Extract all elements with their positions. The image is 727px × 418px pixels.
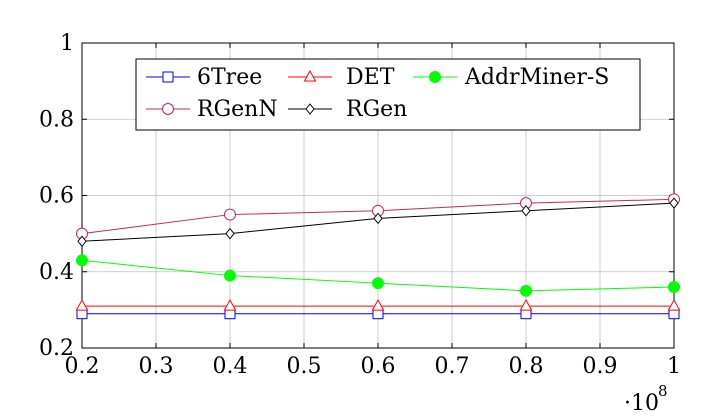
x-tick-label: 0.2: [65, 354, 100, 379]
data-point-rgen: [373, 212, 383, 225]
x-tick-label: 0.5: [287, 354, 322, 379]
data-point-det: [75, 299, 89, 311]
data-point-rgen: [669, 197, 679, 209]
x-tick-label: 0.9: [583, 354, 618, 379]
legend-item-det: DET: [288, 65, 395, 90]
data-point-rgen: [77, 235, 87, 248]
x-tick-label: 0.3: [139, 354, 174, 379]
legend-item-addrminer-s: AddrMiner-S: [413, 65, 609, 90]
x-tick-label: 0.7: [435, 354, 470, 379]
y-tick-label: 0.2: [39, 336, 74, 361]
data-point-addrminer-s: [76, 254, 88, 267]
x-axis-multiplier: ·10 8: [624, 382, 668, 416]
legend: 6Tree DET AddrMiner-S RGenN RGen: [135, 58, 641, 131]
data-point-addrminer-s: [372, 277, 384, 290]
data-point-det: [371, 299, 385, 311]
legend-marker: [162, 71, 174, 83]
data-point-rgen: [521, 204, 531, 217]
legend-marker: [305, 103, 315, 115]
data-point-rgen: [225, 227, 235, 240]
legend-item-rgenn: RGenN: [146, 97, 278, 122]
y-tick-label: 0.4: [39, 260, 74, 285]
data-point-addrminer-s: [668, 281, 680, 293]
data-point-rgenn: [224, 208, 236, 221]
legend-label: 6Tree: [197, 65, 262, 90]
axes: 0.2 0.3 0.4 0.5 0.6 0.7 0.8 0.9 1 0.2 0.4 0.6 0.8 1: [39, 31, 681, 379]
y-tick-label: 0.8: [39, 107, 74, 132]
y-tick-label: 1: [60, 31, 74, 56]
legend-item-6tree: 6Tree: [146, 65, 262, 90]
data-point-addrminer-s: [224, 269, 236, 282]
x-multiplier-exponent: 8: [658, 382, 668, 400]
legend-label: DET: [346, 65, 395, 90]
x-multiplier-label: ·10: [624, 391, 659, 416]
x-tick-label: 0.6: [361, 354, 396, 379]
data-point-addrminer-s: [520, 284, 532, 297]
series-layer: [75, 193, 681, 320]
x-tick-label: 1: [667, 354, 681, 379]
legend-label: RGenN: [197, 97, 278, 122]
series-det: [75, 299, 681, 311]
x-tick-label: 0.4: [213, 354, 248, 379]
legend-item-rgen: RGen: [288, 97, 407, 122]
data-point-det: [667, 299, 681, 311]
legend-label: RGen: [346, 97, 407, 122]
legend-box: [135, 58, 641, 131]
legend-marker: [162, 103, 174, 115]
series-addrminer-s: [76, 254, 680, 297]
data-point-det: [223, 299, 237, 311]
y-tick-label: 0.6: [39, 184, 74, 209]
legend-label: AddrMiner-S: [464, 65, 609, 90]
series-rgen: [77, 197, 679, 248]
x-tick-label: 0.8: [509, 354, 544, 379]
legend-marker: [429, 71, 441, 83]
data-point-det: [519, 299, 533, 311]
legend-marker: [303, 69, 317, 82]
